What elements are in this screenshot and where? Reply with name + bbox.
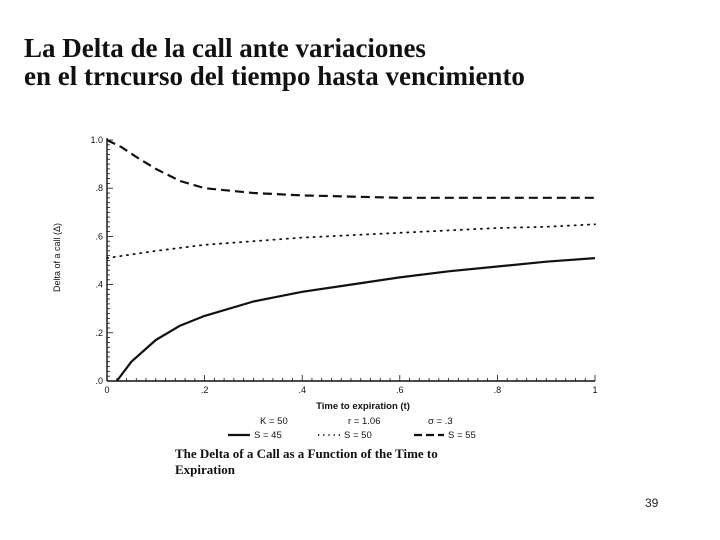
- x-tick-label: 1: [592, 385, 597, 395]
- legend-parameter: σ = .3: [428, 416, 453, 427]
- slide-title-line-1: La Delta de la call ante variaciones: [24, 33, 426, 63]
- x-axis-label: Time to expiration (t): [316, 401, 410, 412]
- y-tick-label: .4: [95, 280, 103, 290]
- legend-label: S = 55: [448, 430, 476, 441]
- slide-number: 39: [645, 496, 659, 510]
- legend-parameter: K = 50: [260, 416, 288, 427]
- x-tick-label: 0: [104, 385, 109, 395]
- series-line-dashed: [106, 139, 595, 199]
- x-tick-label: .8: [494, 385, 502, 395]
- y-axis-label: Delta of a call (Δ): [52, 223, 62, 292]
- legend-label: S = 50: [344, 430, 372, 441]
- chart-caption-line-2: Expiration: [175, 462, 236, 477]
- legend-parameter: r = 1.06: [348, 416, 380, 427]
- x-tick-label: .2: [201, 385, 209, 395]
- x-tick-label: .6: [396, 385, 404, 395]
- chart-caption-line-1: The Delta of a Call as a Function of the…: [175, 446, 438, 461]
- slide-title: La Delta de la call ante variaciones en …: [24, 34, 704, 90]
- y-tick-label: .8: [95, 183, 103, 193]
- series-line-solid: [115, 257, 596, 382]
- y-tick-label: 1.0: [90, 135, 103, 145]
- y-tick-label: .0: [95, 376, 103, 386]
- slide-title-line-2: en el trncurso del tiempo hasta vencimie…: [24, 61, 525, 91]
- series-line-dotted: [106, 223, 596, 259]
- x-tick-label: .4: [298, 385, 306, 395]
- legend-label: S = 45: [254, 430, 282, 441]
- y-tick-label: .6: [95, 231, 103, 241]
- y-tick-label: .2: [95, 328, 103, 338]
